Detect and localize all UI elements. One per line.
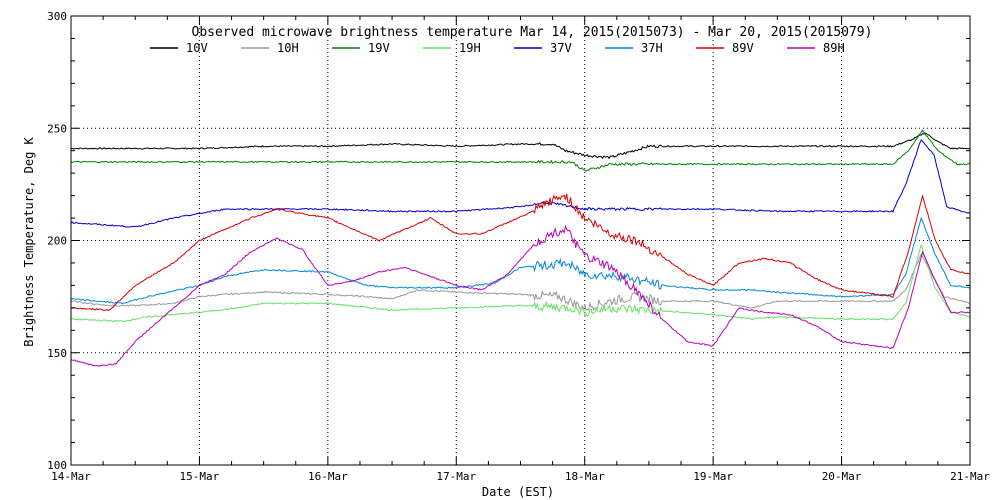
legend: 10V 10H 19V 19H 37V 37H 89V 89H	[150, 41, 845, 55]
series-line-10v	[70, 132, 971, 160]
series-lines	[70, 129, 971, 368]
x-tick-label: 16-Mar	[308, 470, 348, 483]
x-tick-label: 15-Mar	[180, 470, 220, 483]
x-tick-label: 18-Mar	[565, 470, 605, 483]
legend-label-37h: 37H	[641, 41, 663, 55]
series-line-19h	[70, 243, 971, 323]
series-line-89v	[70, 193, 971, 312]
legend-label-37v: 37V	[550, 41, 572, 55]
y-tick-label: 150	[47, 347, 67, 360]
x-tick-label: 14-Mar	[51, 470, 91, 483]
x-tick-label: 21-Mar	[950, 470, 990, 483]
x-axis-label: Date (EST)	[482, 485, 554, 499]
legend-label-19v: 19V	[368, 41, 390, 55]
y-tick-label: 200	[47, 235, 67, 248]
axis-ticks: 14-Mar 15-Mar 16-Mar 17-Mar 18-Mar 19-Mar 20-M…	[47, 10, 990, 483]
legend-label-19h: 19H	[459, 41, 481, 55]
series-line-37v	[70, 139, 971, 228]
y-tick-label: 250	[47, 122, 67, 135]
series-line-89h	[70, 224, 971, 368]
y-axis-label: Brightness Temperature, Deg K	[22, 136, 36, 346]
legend-label-10v: 10V	[186, 41, 208, 55]
series-line-19v	[70, 129, 971, 172]
series-line-10h	[70, 253, 971, 312]
x-tick-label: 17-Mar	[436, 470, 476, 483]
x-tick-label: 19-Mar	[693, 470, 733, 483]
legend-label-89v: 89V	[732, 41, 754, 55]
chart-title: Observed microwave brightness temperatur…	[192, 25, 873, 40]
legend-label-10h: 10H	[277, 41, 299, 55]
series-line-37h	[70, 216, 971, 305]
y-tick-label: 100	[47, 459, 67, 472]
y-tick-label: 300	[47, 10, 67, 23]
legend-label-89h: 89H	[823, 41, 845, 55]
x-tick-label: 20-Mar	[822, 470, 862, 483]
